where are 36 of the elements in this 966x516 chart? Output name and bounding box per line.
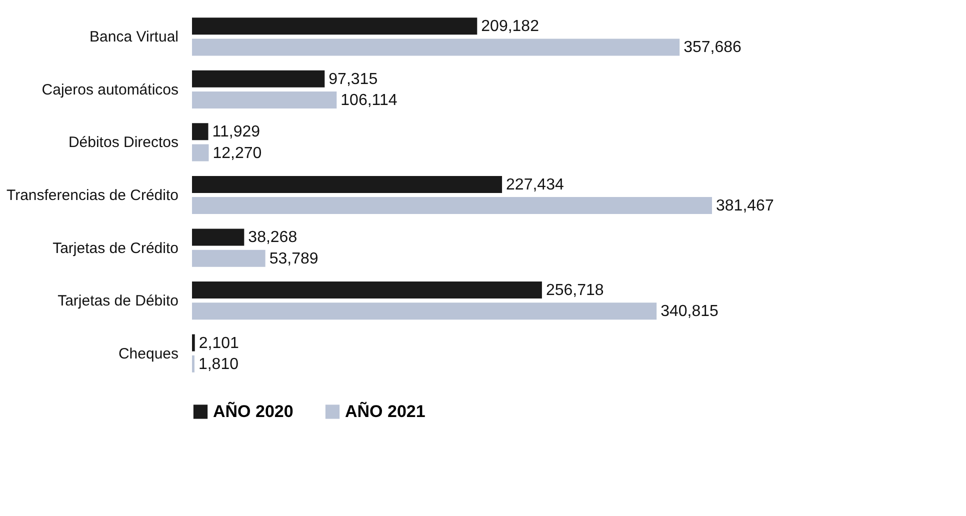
- bar: [192, 123, 208, 140]
- data-label: 2,101: [198, 334, 240, 352]
- data-label: 209,182: [481, 18, 540, 36]
- data-label: 53,789: [269, 250, 318, 268]
- bar: [192, 228, 244, 246]
- data-label: 12,270: [212, 144, 262, 162]
- bar: [192, 92, 337, 108]
- data-label: 38,268: [248, 229, 298, 246]
- y-tick-label: Tarjetas de Crédito: [52, 240, 178, 257]
- bar: [192, 144, 209, 162]
- y-tick-label: Transferencias de Crédito: [6, 187, 178, 204]
- y-tick-label: Cheques: [118, 345, 178, 362]
- data-label: 11,929: [212, 124, 260, 141]
- bar: [192, 176, 502, 193]
- y-tick-label: Banca Virtual: [90, 28, 178, 46]
- data-label: 357,686: [684, 39, 742, 56]
- y-tick-label: Tarjetas de Débito: [58, 292, 178, 310]
- bar: [192, 282, 542, 298]
- data-label: 1,810: [198, 356, 239, 373]
- bar: [192, 18, 478, 35]
- bar: [192, 197, 712, 214]
- data-label: 340,815: [660, 303, 719, 320]
- y-tick-label: Débitos Directos: [68, 134, 178, 152]
- bar: [192, 334, 195, 352]
- legend-label: AÑO 2020: [213, 400, 294, 421]
- data-label: 256,718: [546, 282, 604, 299]
- data-label: 381,467: [716, 198, 774, 215]
- data-label: 227,434: [506, 176, 564, 194]
- data-label: 106,114: [340, 92, 398, 109]
- bar: [192, 70, 325, 88]
- bar: [192, 302, 657, 320]
- bar: [192, 38, 680, 56]
- data-label: 97,315: [328, 70, 378, 88]
- legend-label: AÑO 2021: [345, 400, 426, 421]
- bar: [192, 250, 266, 267]
- y-tick-label: Cajeros automáticos: [42, 81, 178, 98]
